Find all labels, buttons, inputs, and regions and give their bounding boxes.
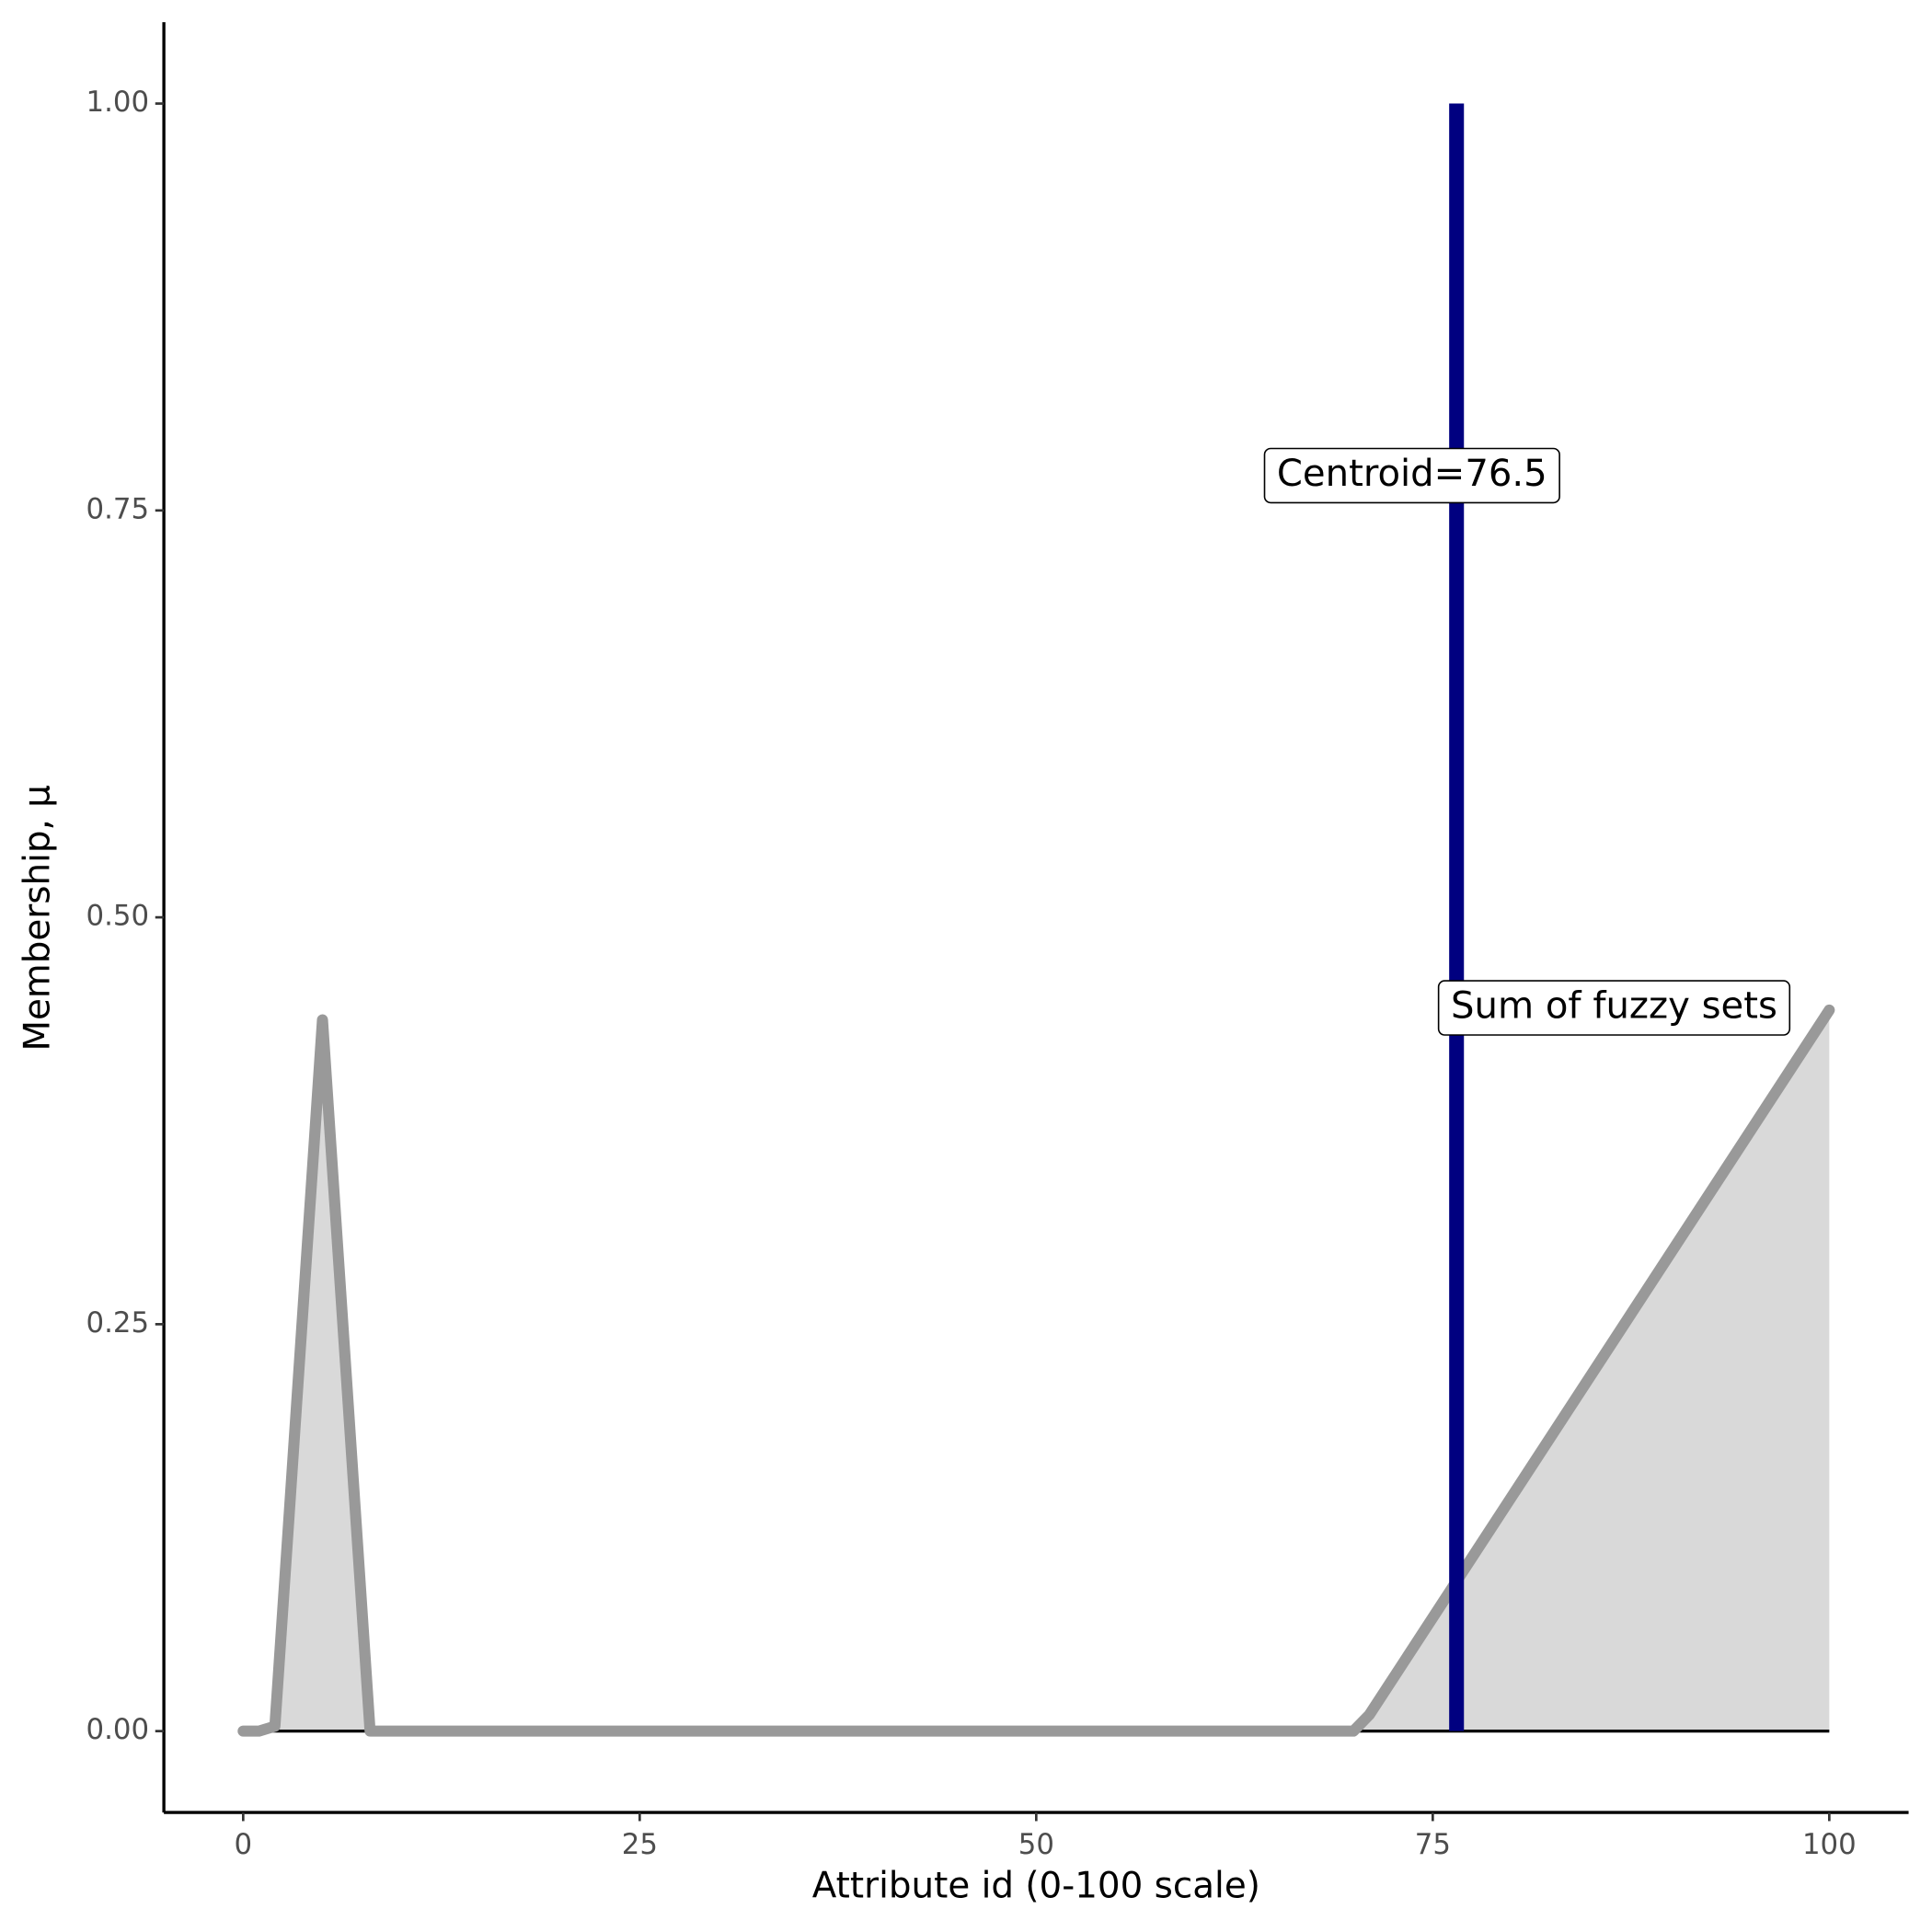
centroid-label-box bbox=[1263, 447, 1560, 504]
x-tick-label: 0 bbox=[235, 1828, 253, 1861]
y-tick-label: 0.75 bbox=[86, 492, 149, 525]
area-line bbox=[237, 1004, 1835, 1737]
y-tick-label: 0.00 bbox=[86, 1713, 149, 1746]
x-tick-label: 75 bbox=[1415, 1828, 1451, 1861]
series-label: Sum of fuzzy sets bbox=[1437, 980, 1791, 1036]
x-axis-title: Attribute id (0-100 scale) bbox=[812, 1865, 1260, 1906]
series-label-box bbox=[1437, 980, 1791, 1036]
y-tick-label: 0.50 bbox=[86, 900, 149, 933]
y-axis-title: Membership, μ bbox=[17, 785, 58, 1051]
series-label-text: Sum of fuzzy sets bbox=[1451, 985, 1777, 1028]
x-tick-label: 100 bbox=[1802, 1828, 1857, 1861]
y-tick-label: 1.00 bbox=[86, 86, 149, 119]
x-tick-label: 25 bbox=[622, 1828, 658, 1861]
area-fill bbox=[243, 1009, 1830, 1731]
centroid-label: Centroid=76.5 bbox=[1263, 447, 1560, 504]
y-tick-label: 0.25 bbox=[86, 1306, 149, 1340]
x-tick-label: 50 bbox=[1018, 1828, 1054, 1861]
centroid-label-text: Centroid=76.5 bbox=[1277, 453, 1547, 495]
